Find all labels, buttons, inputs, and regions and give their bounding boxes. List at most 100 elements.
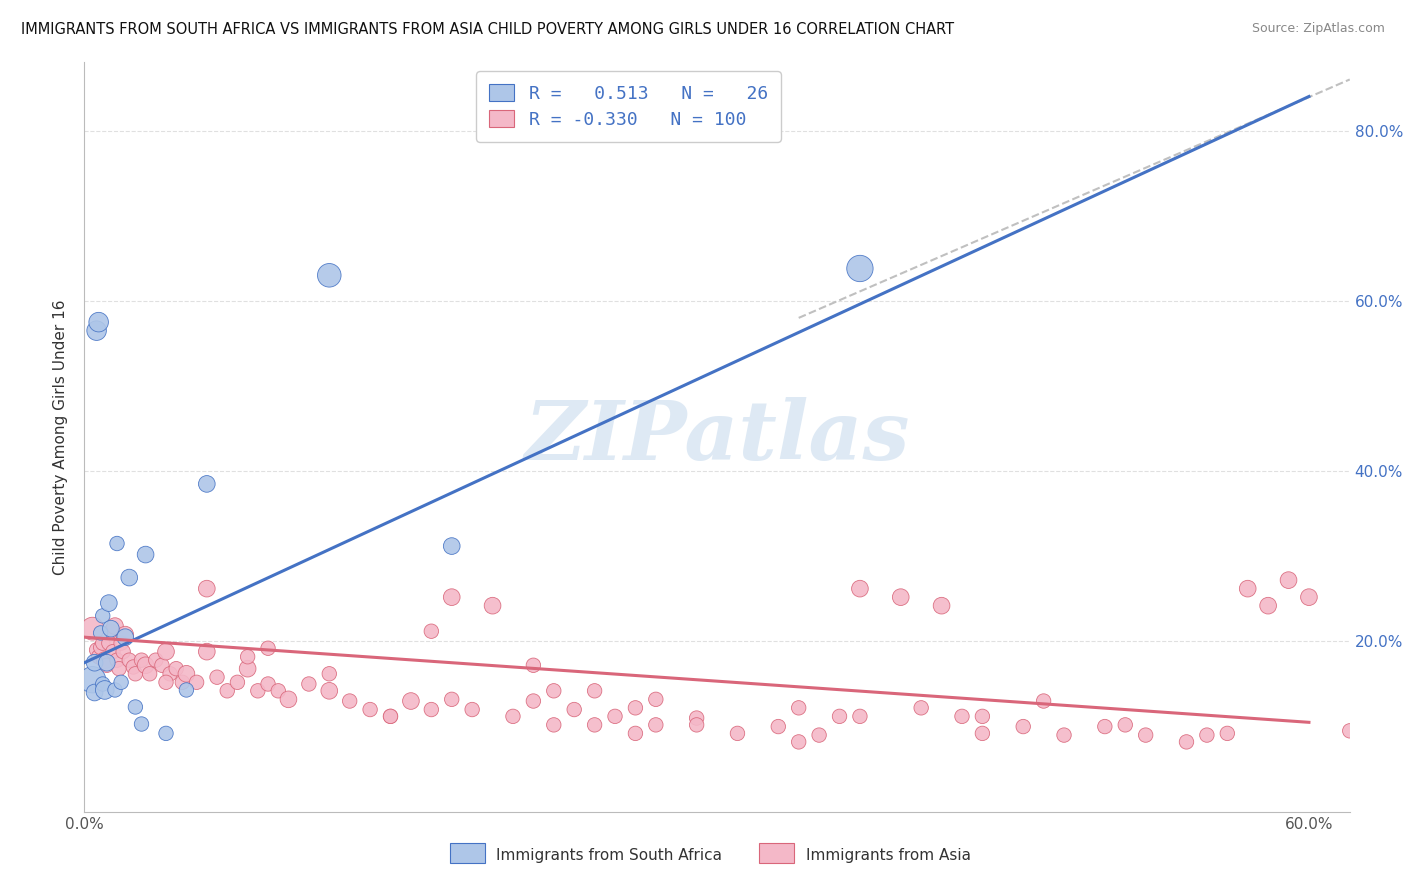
Point <box>1114 718 1136 732</box>
Point <box>131 717 153 731</box>
Point <box>138 666 160 681</box>
Point <box>124 700 146 714</box>
Point <box>176 666 198 681</box>
Point <box>150 658 173 673</box>
Point <box>543 683 565 698</box>
Point <box>828 709 851 723</box>
Point <box>186 675 208 690</box>
Point <box>461 702 484 716</box>
Point <box>1277 573 1299 587</box>
Point <box>108 662 131 676</box>
Point <box>155 726 177 740</box>
Point <box>159 666 181 681</box>
Point <box>246 683 269 698</box>
Point <box>583 718 606 732</box>
Point <box>440 590 463 604</box>
Point <box>195 476 218 491</box>
Point <box>83 656 105 670</box>
Point <box>101 645 124 659</box>
Point <box>104 683 127 698</box>
Point <box>318 683 340 698</box>
Point <box>339 694 361 708</box>
Point <box>94 683 117 698</box>
Point <box>1236 582 1258 596</box>
Point <box>94 653 117 667</box>
Point <box>1195 728 1218 742</box>
Point <box>267 683 290 698</box>
Point <box>105 536 128 550</box>
Point <box>96 658 118 673</box>
Point <box>87 315 110 329</box>
Point <box>236 649 259 664</box>
Point <box>318 268 340 283</box>
Point <box>165 662 187 676</box>
Point <box>1053 728 1076 742</box>
Point <box>97 636 120 650</box>
Text: Source: ZipAtlas.com: Source: ZipAtlas.com <box>1251 22 1385 36</box>
Point <box>122 660 145 674</box>
Point <box>172 675 194 690</box>
Point <box>972 726 994 740</box>
Point <box>787 701 810 715</box>
Point <box>644 692 666 706</box>
Point <box>727 726 749 740</box>
Point <box>97 596 120 610</box>
Point <box>217 683 239 698</box>
Point <box>100 622 122 636</box>
Point <box>603 709 626 723</box>
Point <box>910 701 932 715</box>
Point <box>257 641 280 656</box>
Point <box>86 324 108 338</box>
Point <box>1012 720 1035 734</box>
Point <box>110 675 132 690</box>
Point <box>318 666 340 681</box>
Point <box>359 702 381 716</box>
Point <box>624 726 647 740</box>
Point <box>380 709 402 723</box>
Point <box>481 599 503 613</box>
Point <box>114 630 136 644</box>
Point <box>502 709 524 723</box>
Point <box>145 653 167 667</box>
Point <box>91 636 114 650</box>
Point <box>950 709 973 723</box>
Point <box>195 645 218 659</box>
Legend: R =   0.513   N =   26, R = -0.330   N = 100: R = 0.513 N = 26, R = -0.330 N = 100 <box>477 71 780 142</box>
Point <box>1257 599 1279 613</box>
Point <box>118 653 141 667</box>
Text: IMMIGRANTS FROM SOUTH AFRICA VS IMMIGRANTS FROM ASIA CHILD POVERTY AMONG GIRLS U: IMMIGRANTS FROM SOUTH AFRICA VS IMMIGRAN… <box>21 22 955 37</box>
Point <box>155 645 177 659</box>
Point <box>522 694 544 708</box>
Point <box>1339 723 1361 738</box>
Point <box>176 683 198 698</box>
Point <box>298 677 321 691</box>
Point <box>420 702 443 716</box>
Point <box>135 548 157 562</box>
Point <box>91 608 114 623</box>
Point <box>849 709 872 723</box>
Point <box>583 683 606 698</box>
Y-axis label: Child Poverty Among Girls Under 16: Child Poverty Among Girls Under 16 <box>53 300 69 574</box>
Point <box>543 718 565 732</box>
Point <box>118 571 141 585</box>
Point <box>82 622 104 636</box>
Point <box>849 261 872 276</box>
Point <box>105 653 128 667</box>
Point <box>104 619 127 633</box>
Point <box>890 590 912 604</box>
Point <box>1298 590 1320 604</box>
Point <box>768 720 790 734</box>
Point <box>1032 694 1054 708</box>
Point <box>135 658 157 673</box>
Point <box>685 711 707 725</box>
Text: Immigrants from South Africa: Immigrants from South Africa <box>496 848 723 863</box>
Point <box>83 685 105 699</box>
Point <box>86 643 108 657</box>
Point <box>90 640 112 655</box>
Point <box>155 675 177 690</box>
Point <box>257 677 280 691</box>
Point <box>1175 735 1198 749</box>
Point <box>399 694 422 708</box>
Point <box>562 702 585 716</box>
Point <box>440 692 463 706</box>
